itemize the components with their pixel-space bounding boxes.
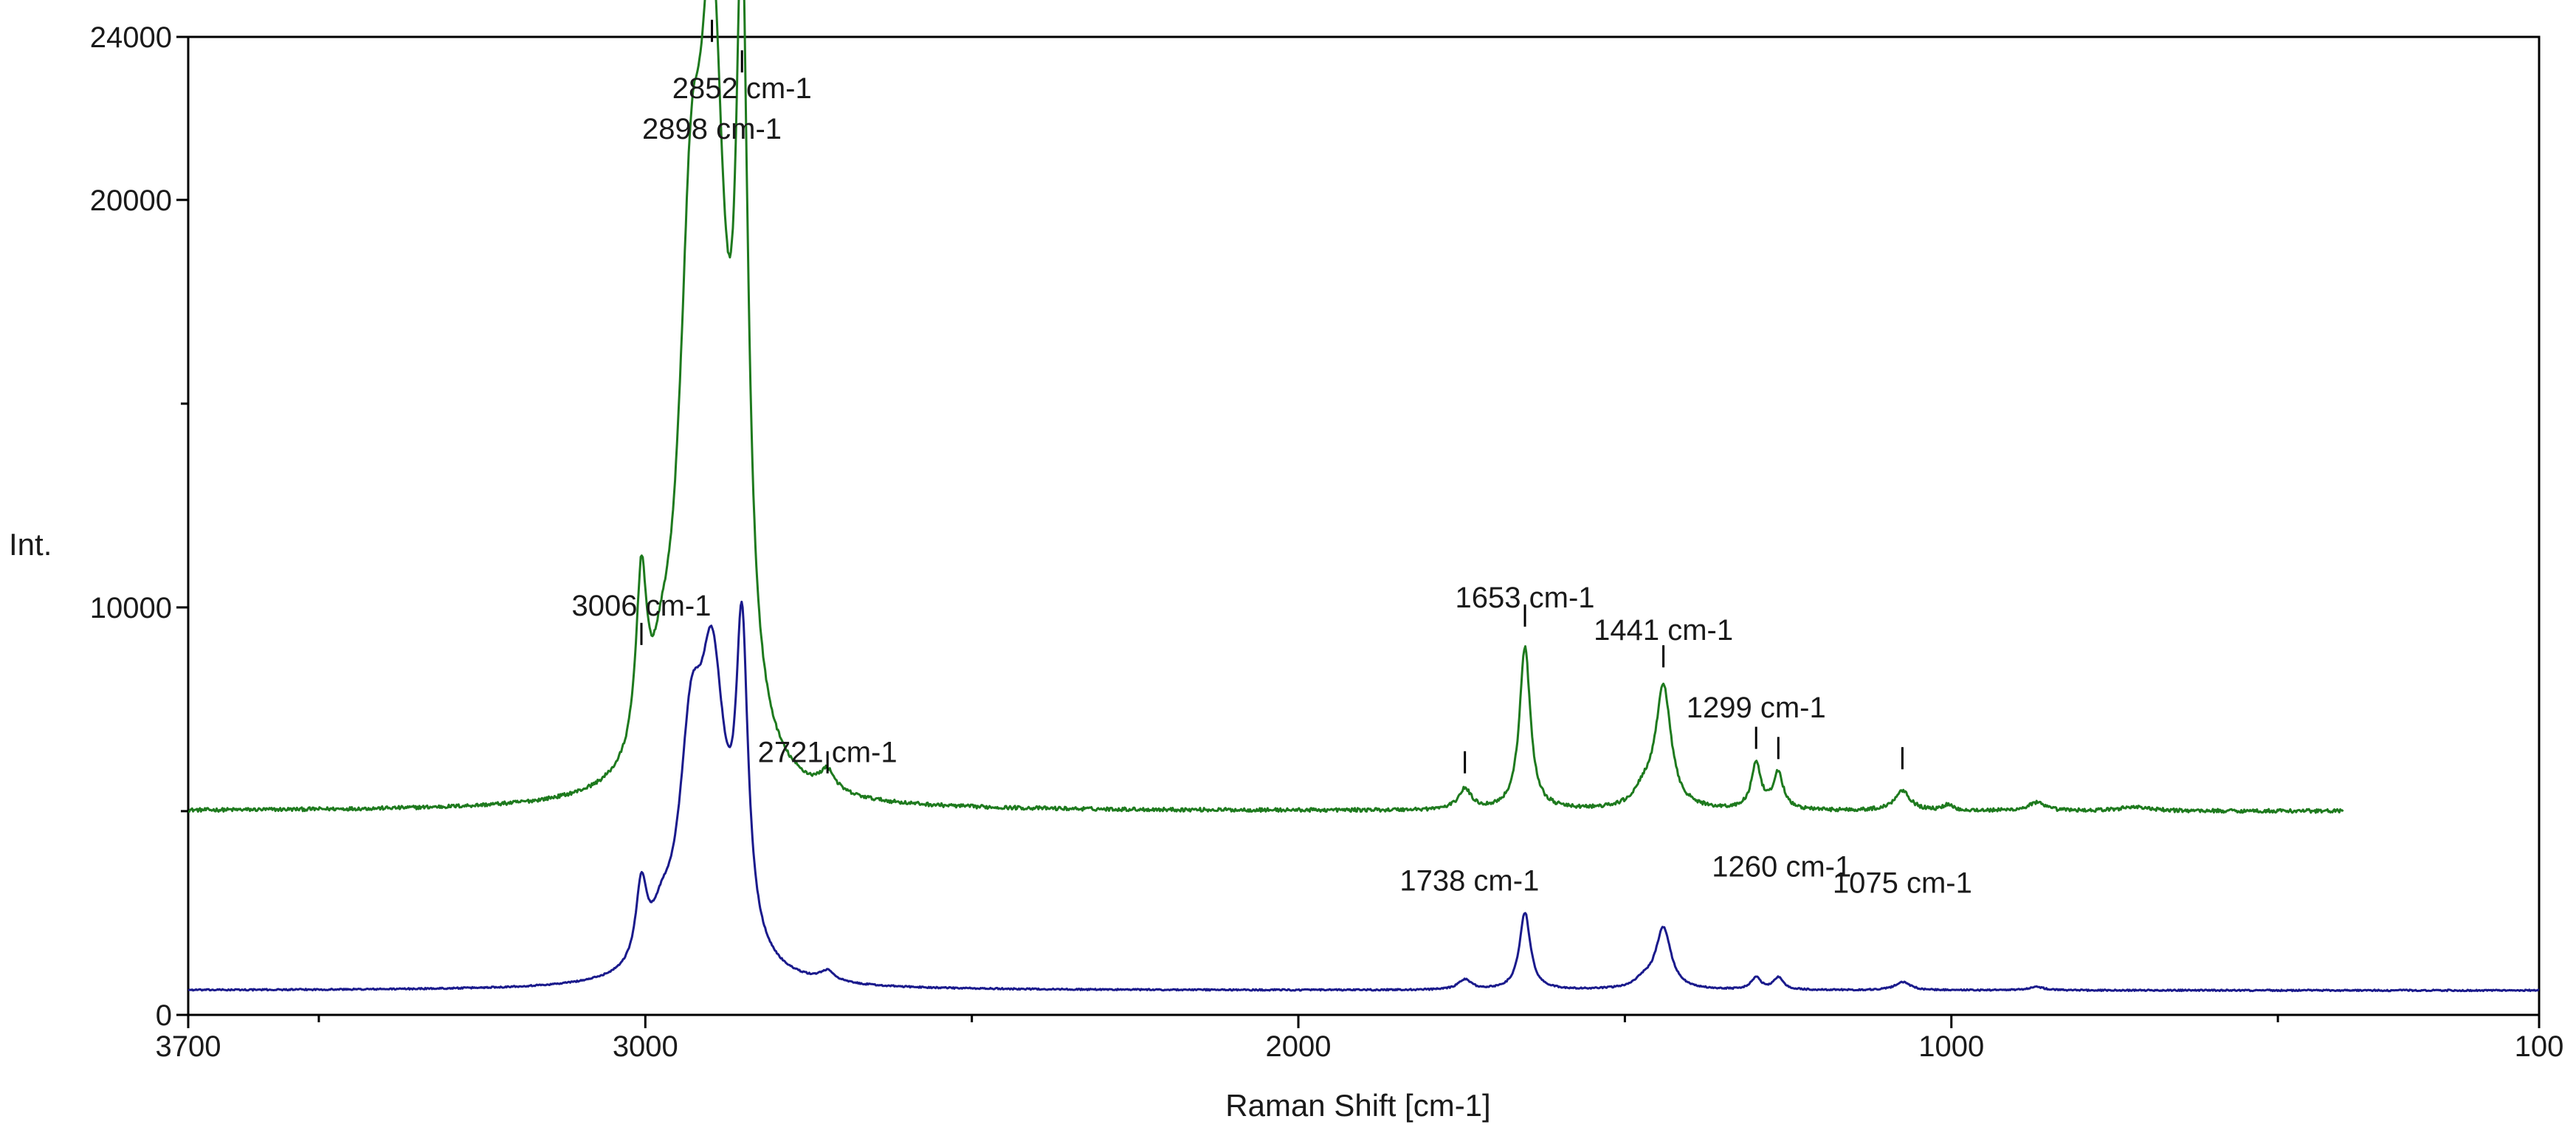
peak-annotation: 2721 cm-1 xyxy=(758,737,898,769)
series-line-1 xyxy=(187,0,2344,814)
series-layer xyxy=(187,0,2540,993)
y-tick-label: 10000 xyxy=(90,592,172,624)
peak-annotation: 3006 cm-1 xyxy=(572,590,712,622)
series-line-2 xyxy=(187,600,2540,993)
x-tick-label: 3000 xyxy=(613,1030,678,1063)
y-tick-label: 0 xyxy=(156,999,172,1032)
y-tick-label: 20000 xyxy=(90,185,172,217)
peak-annotation: 1075 cm-1 xyxy=(1833,867,1972,899)
y-tick-label: 24000 xyxy=(90,21,172,54)
y-axis: 0 10000 20000 24000 xyxy=(90,21,188,1032)
plot-area-frame xyxy=(187,35,2541,1016)
peak-annotation: 1653 cm-1 xyxy=(1456,582,1595,614)
x-tick-label: 1000 xyxy=(1918,1030,1984,1063)
peak-annotation: 1441 cm-1 xyxy=(1594,614,1733,647)
y-axis-title: Int. xyxy=(9,527,52,562)
peak-annotation: 2852 cm-1 xyxy=(672,72,812,105)
annotation-layer: 2852 cm-1 2898 cm-1 3006 cm-1 2721 cm-1 1653… xyxy=(572,72,1972,900)
x-tick-label: 2000 xyxy=(1266,1030,1332,1063)
x-axis-title: Raman Shift [cm-1] xyxy=(1225,1088,1490,1123)
peak-annotation: 2898 cm-1 xyxy=(642,113,782,145)
peak-marker-layer xyxy=(640,19,1904,774)
x-tick-label: 3700 xyxy=(156,1030,221,1063)
x-axis: 3700 3000 2000 1000 100 xyxy=(156,1015,2564,1063)
x-tick-label: 100 xyxy=(2515,1030,2564,1063)
peak-annotation: 1260 cm-1 xyxy=(1712,850,1851,883)
peak-annotation: 1738 cm-1 xyxy=(1399,865,1539,898)
peak-annotation: 1299 cm-1 xyxy=(1687,692,1826,724)
